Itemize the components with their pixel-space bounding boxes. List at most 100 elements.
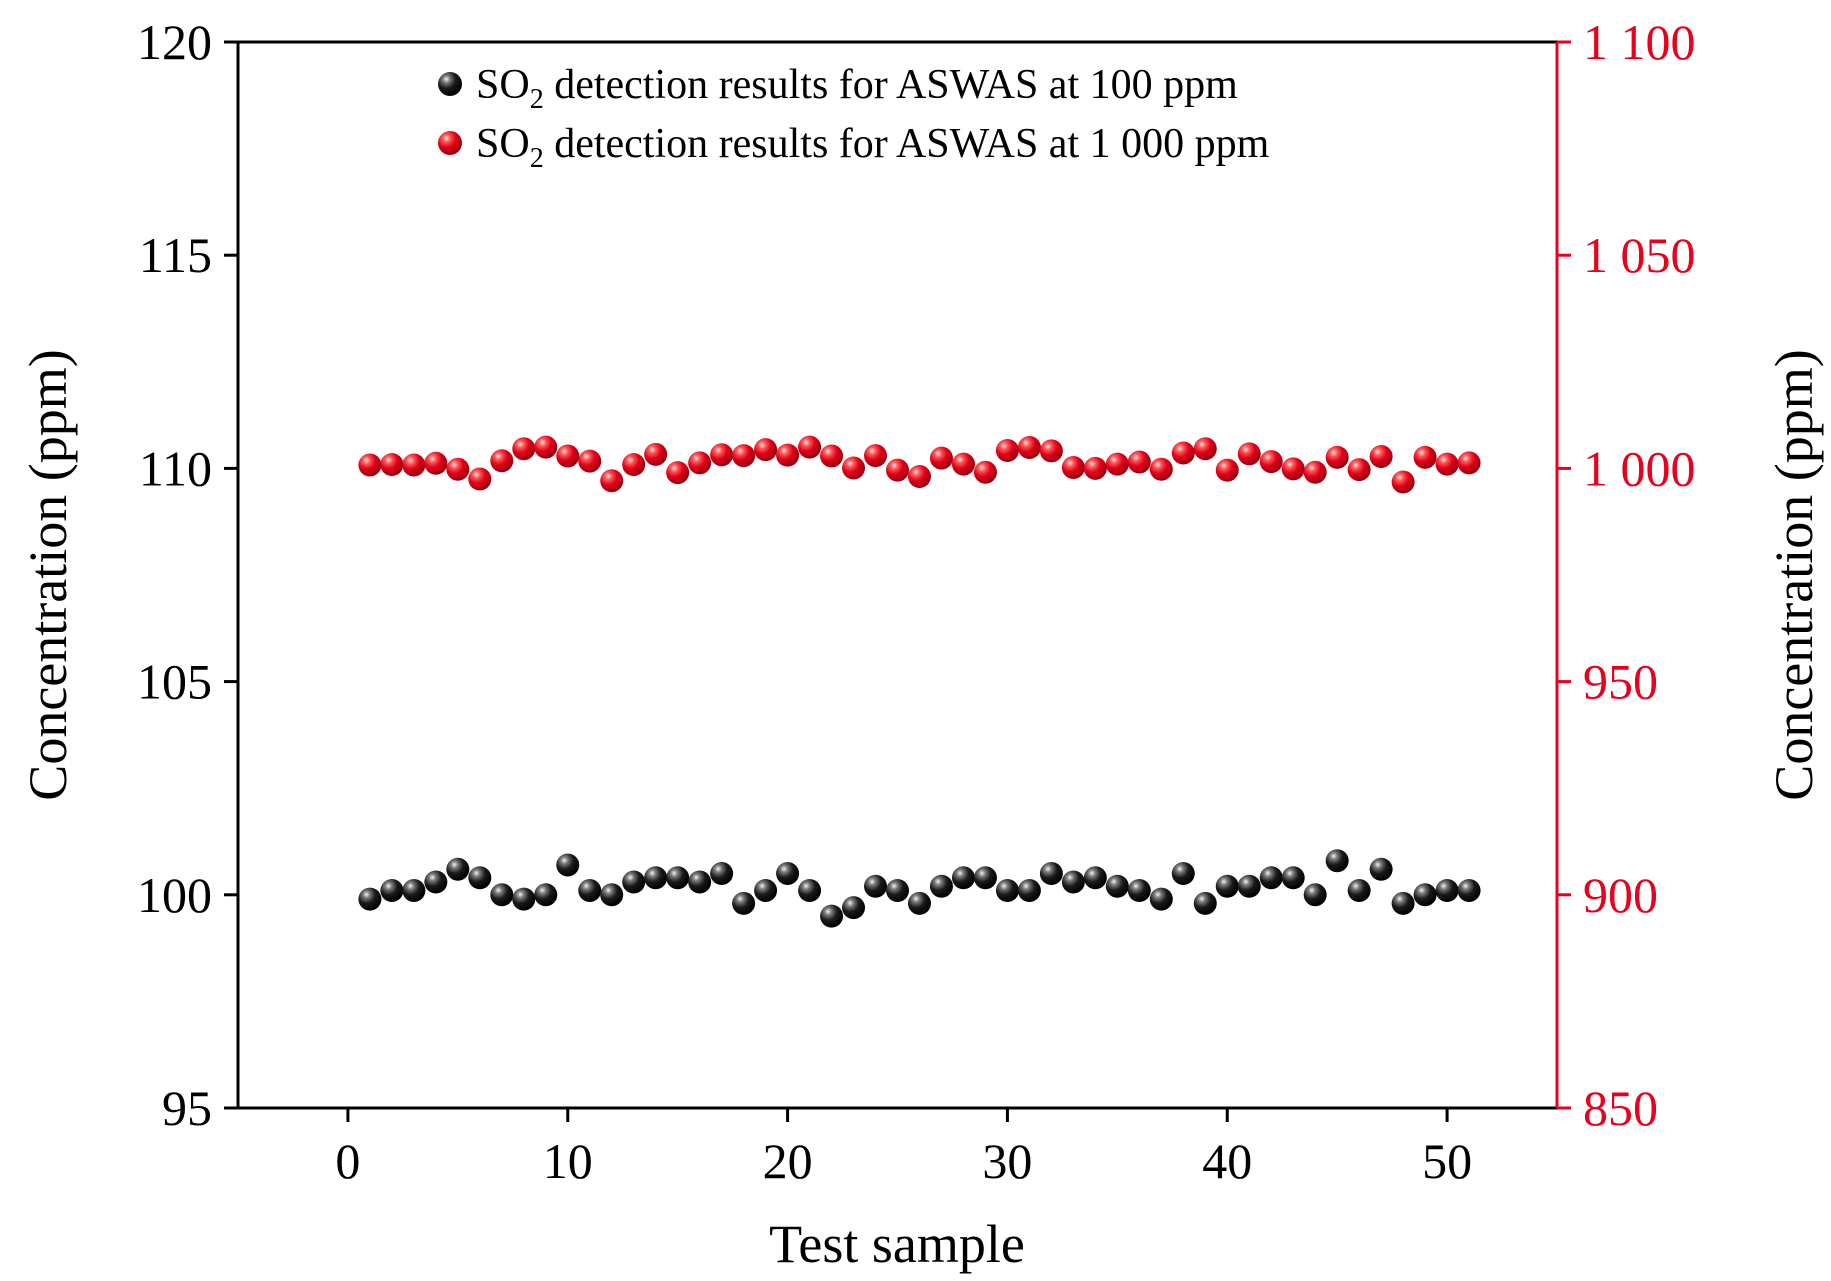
point-100ppm [1237,874,1261,898]
point-100ppm [907,891,931,915]
point-100ppm [776,861,800,885]
legend-label-1000ppm-subscript: 2 [530,143,544,174]
x-tick-label: 0 [335,1133,360,1189]
legend-label-100ppm-prefix: SO [476,62,530,108]
legend: SO2 detection results for ASWAS at 100 p… [438,62,1270,174]
point-1000ppm [1237,442,1261,466]
point-100ppm [1281,866,1305,890]
point-1000ppm [600,469,624,493]
point-1000ppm [1149,457,1173,481]
point-1000ppm [710,443,734,467]
left-y-tick-label: 110 [139,440,212,496]
point-1000ppm [1303,460,1327,484]
point-1000ppm [995,438,1019,462]
point-100ppm [929,874,953,898]
x-tick-label: 10 [543,1133,593,1189]
point-100ppm [732,891,756,915]
point-100ppm [1413,883,1437,907]
point-100ppm [446,857,470,881]
point-100ppm [1391,891,1415,915]
x-tick-label: 50 [1422,1133,1472,1189]
legend-marker-100ppm [438,72,462,96]
right-y-tick-label: 850 [1583,1080,1658,1136]
point-1000ppm [973,460,997,484]
point-1000ppm [1391,470,1415,494]
x-tick-label: 30 [982,1133,1032,1189]
point-1000ppm [842,456,866,480]
point-1000ppm [358,453,382,477]
left-y-axis-ticks: 95 100 105 110 115 120 [137,14,238,1136]
point-100ppm [534,883,558,907]
left-y-tick-label: 120 [137,14,212,70]
point-1000ppm [732,444,756,468]
x-axis-label: Test sample [769,1214,1025,1274]
point-100ppm [798,879,822,903]
point-100ppm [1347,879,1371,903]
point-100ppm [1259,866,1283,890]
point-1000ppm [446,457,470,481]
x-tick-label: 40 [1202,1133,1252,1189]
point-1000ppm [798,435,822,459]
point-1000ppm [1171,441,1195,465]
right-y-tick-label: 1 100 [1583,14,1696,70]
point-1000ppm [578,449,602,473]
point-1000ppm [929,446,953,470]
point-100ppm [1215,874,1239,898]
legend-label-1000ppm-suffix: detection results for ASWAS at 1 000 ppm [544,121,1270,167]
right-y-axis-ticks: 850 900 950 1 000 1 050 1 100 [1557,14,1696,1136]
right-y-tick-label: 1 000 [1583,440,1696,496]
point-100ppm [820,904,844,928]
point-100ppm [1325,849,1349,873]
legend-label-1000ppm-prefix: SO [476,121,530,167]
right-y-axis-label: Concentration (ppm) [1764,349,1824,800]
point-100ppm [512,887,536,911]
left-y-tick-label: 115 [139,227,212,283]
point-1000ppm [380,453,404,477]
point-100ppm [600,883,624,907]
point-100ppm [886,879,909,903]
point-100ppm [995,879,1019,903]
point-1000ppm [1215,458,1239,482]
point-100ppm [1105,874,1129,898]
point-1000ppm [1369,444,1393,468]
point-1000ppm [666,461,690,485]
point-100ppm [358,887,382,911]
point-100ppm [556,853,580,877]
left-y-axis-label: Concentration (ppm) [18,349,78,800]
point-1000ppm [776,443,800,467]
x-axis-ticks: 0 10 20 30 40 50 [335,1108,1472,1189]
legend-entry-100ppm: SO2 detection results for ASWAS at 100 p… [438,62,1238,115]
point-100ppm [1017,879,1041,903]
point-1000ppm [402,453,426,477]
left-y-tick-label: 95 [162,1080,212,1136]
point-100ppm [754,879,778,903]
series-1000ppm-points [358,435,1481,494]
point-100ppm [710,861,734,885]
point-1000ppm [1347,458,1371,482]
legend-label-100ppm-suffix: detection results for ASWAS at 100 ppm [544,62,1238,108]
point-1000ppm [1325,445,1349,469]
legend-entry-1000ppm: SO2 detection results for ASWAS at 1 000… [438,121,1270,174]
point-1000ppm [512,437,536,461]
point-100ppm [1193,891,1217,915]
point-1000ppm [1457,451,1481,475]
point-100ppm [688,870,712,894]
point-100ppm [1457,879,1481,903]
point-100ppm [842,896,866,920]
point-100ppm [1039,861,1063,885]
x-tick-label: 20 [763,1133,813,1189]
point-100ppm [1171,861,1195,885]
point-1000ppm [534,435,558,459]
point-100ppm [644,866,668,890]
point-100ppm [490,883,514,907]
point-1000ppm [1127,450,1151,474]
point-100ppm [1149,887,1173,911]
right-y-tick-label: 900 [1583,867,1658,923]
point-100ppm [424,870,448,894]
point-100ppm [973,866,997,890]
point-1000ppm [468,467,492,491]
point-1000ppm [1413,445,1437,469]
point-100ppm [666,866,690,890]
point-100ppm [1061,870,1085,894]
point-1000ppm [754,438,778,462]
